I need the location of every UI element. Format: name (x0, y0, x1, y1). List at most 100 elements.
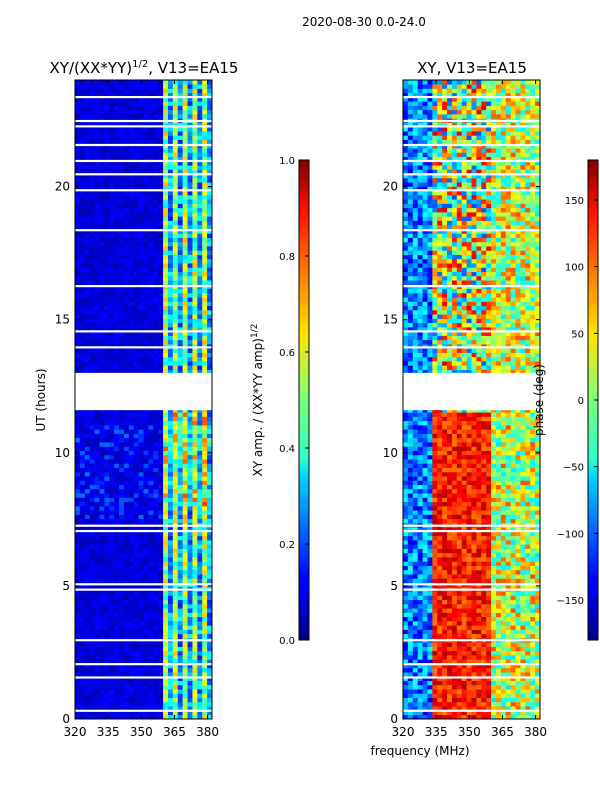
heatmap-cell (143, 476, 149, 481)
heatmap-cell (99, 540, 105, 545)
heatmap-cell (143, 416, 149, 422)
heatmap-cell (104, 195, 110, 200)
heatmap-cell (109, 655, 115, 660)
heatmap-cell (202, 331, 208, 336)
heatmap-cell (182, 714, 188, 719)
heatmap-cell (177, 237, 183, 243)
heatmap-cell (119, 608, 125, 613)
heatmap-cell (451, 621, 458, 626)
heatmap-cell (192, 650, 198, 656)
heatmap-cell (133, 689, 139, 694)
heatmap-cell (119, 680, 125, 686)
heatmap-cell (187, 552, 193, 558)
heatmap-cell (123, 450, 130, 456)
heatmap-cell (114, 156, 120, 162)
heatmap-cell (104, 297, 110, 302)
heatmap-cell (133, 314, 139, 319)
heatmap-cell (148, 271, 154, 277)
heatmap-cell (75, 540, 81, 545)
heatmap-cell (177, 667, 183, 673)
heatmap-cell (182, 365, 188, 370)
heatmap-cell (128, 173, 135, 179)
heatmap-cell (495, 621, 502, 626)
heatmap-cell (128, 603, 135, 609)
heatmap-cell (207, 173, 212, 179)
heatmap-cell (104, 612, 110, 618)
heatmap-cell (207, 122, 212, 128)
heatmap-cell (133, 676, 139, 681)
heatmap-cell (167, 288, 174, 294)
heatmap-cell (187, 497, 193, 503)
heatmap-cell (119, 574, 125, 579)
heatmap-cell (167, 714, 174, 719)
heatmap-cell (158, 625, 164, 630)
heatmap-cell (128, 165, 135, 170)
heatmap-cell (133, 603, 139, 609)
heatmap-cell (94, 463, 100, 468)
heatmap-cell (177, 229, 183, 234)
heatmap-cell (187, 92, 193, 98)
heatmap-cell (84, 241, 90, 247)
heatmap-cell (84, 84, 90, 89)
heatmap-cell (104, 667, 110, 673)
heatmap-cell (138, 463, 144, 468)
heatmap-cell (197, 616, 203, 622)
heatmap-cell (158, 680, 164, 686)
flagged-row (75, 709, 212, 712)
heatmap-cell (177, 114, 183, 119)
heatmap-cell (104, 314, 110, 319)
heatmap-cell (207, 195, 212, 200)
heatmap-cell (99, 476, 105, 481)
heatmap-cell (471, 680, 477, 686)
heatmap-cell (456, 697, 463, 703)
heatmap-cell (158, 446, 164, 451)
heatmap-cell (119, 365, 125, 370)
heatmap-cell (75, 186, 81, 192)
heatmap-cell (202, 143, 208, 149)
heatmap-cell (114, 642, 120, 647)
heatmap-cell (510, 616, 516, 622)
heatmap-cell (128, 122, 135, 128)
heatmap-cell (84, 203, 90, 209)
heatmap-cell (143, 714, 149, 719)
heatmap-cell (158, 207, 164, 213)
heatmap-cell (109, 135, 115, 140)
heatmap-cell (109, 420, 115, 426)
heatmap-cell (138, 599, 144, 605)
heatmap-cell (138, 143, 144, 149)
heatmap-cell (172, 369, 179, 375)
heatmap-cell (207, 80, 212, 85)
heatmap-cell (133, 672, 139, 677)
heatmap-cell (143, 152, 149, 157)
heatmap-cell (119, 510, 125, 515)
heatmap-cell (94, 220, 100, 226)
heatmap-cell (153, 203, 159, 209)
heatmap-cell (187, 591, 193, 596)
heatmap-cell (158, 548, 164, 554)
heatmap-cell (182, 412, 188, 417)
heatmap-cell (495, 646, 502, 652)
heatmap-cell (530, 706, 536, 711)
heatmap-cell (104, 165, 110, 170)
heatmap-cell (153, 612, 159, 618)
heatmap-cell (202, 510, 208, 515)
heatmap-cell (202, 697, 208, 703)
heatmap-cell (138, 480, 144, 485)
heatmap-cell (99, 348, 105, 353)
heatmap-cell (163, 275, 169, 281)
heatmap-cell (94, 442, 100, 447)
heatmap-cell (109, 599, 115, 605)
heatmap-cell (84, 646, 90, 652)
heatmap-cell (158, 557, 164, 562)
heatmap-cell (172, 139, 179, 145)
heatmap-cell (422, 629, 428, 635)
heatmap-cell (75, 356, 81, 362)
heatmap-cell (143, 356, 149, 362)
heatmap-cell (182, 212, 188, 217)
heatmap-cell (128, 148, 135, 153)
heatmap-cell (109, 131, 115, 136)
heatmap-cell (89, 429, 95, 434)
heatmap-cell (104, 177, 110, 183)
heatmap-cell (128, 629, 135, 635)
heatmap-cell (153, 105, 159, 111)
